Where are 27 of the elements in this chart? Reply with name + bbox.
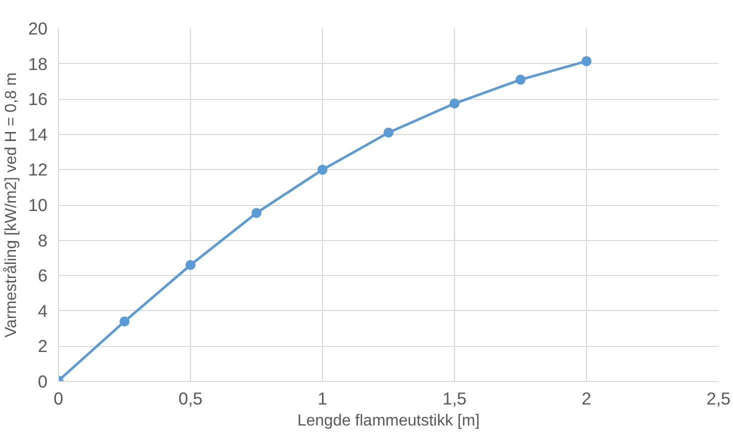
y-tick-label: 4 [38, 300, 48, 321]
x-tick-label: 2,5 [706, 388, 731, 408]
y-tick-label: 0 [38, 372, 48, 392]
x-tick-label: 1 [318, 388, 328, 408]
point [516, 74, 526, 85]
y-tick-label: 16 [28, 89, 48, 110]
y-tick-label: 12 [28, 160, 48, 180]
y-axis-title: Varmestråling [kW/m2] ved H = 0,8 m [3, 72, 20, 338]
point [120, 316, 130, 326]
x-tick-label: 2 [582, 388, 592, 408]
point [252, 208, 262, 218]
y-tick-label: 20 [28, 18, 48, 38]
x-tick-label: 0 [54, 388, 64, 408]
point [582, 56, 592, 66]
x-tick-label: 0,5 [178, 388, 203, 408]
point [186, 260, 196, 270]
point [384, 128, 394, 138]
point [450, 98, 460, 109]
y-tick-label: 14 [28, 124, 48, 144]
x-tick-label: 1,5 [442, 388, 467, 408]
y-tick-label: 2 [38, 336, 48, 356]
y-tick-label: 6 [38, 266, 48, 286]
point [318, 164, 328, 175]
y-tick-label: 18 [28, 54, 48, 74]
x-axis-title: Lengde flammeutstikk [m] [297, 412, 480, 430]
y-tick-label: 8 [38, 230, 48, 250]
y-tick-label: 10 [28, 195, 48, 215]
